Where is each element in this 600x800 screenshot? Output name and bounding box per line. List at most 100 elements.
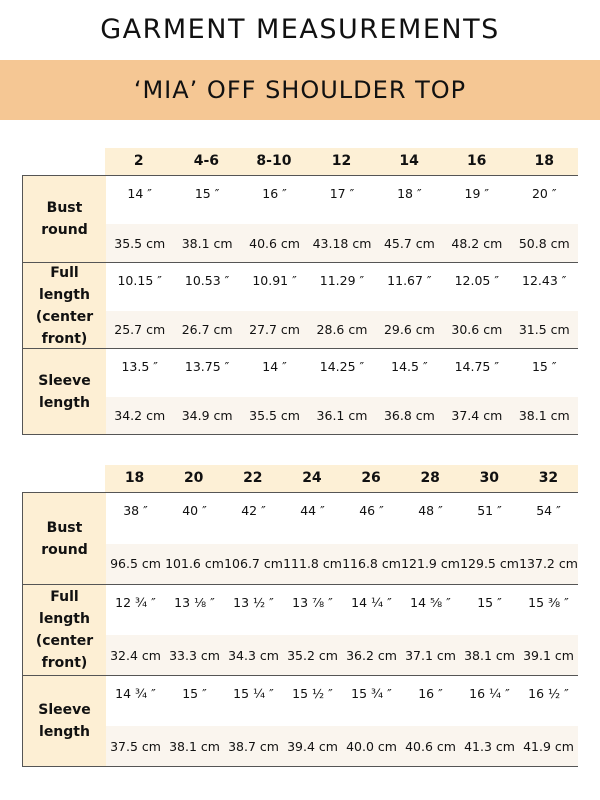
cm-value: 38.1 cm	[518, 407, 570, 423]
inches-value: 16 ¼ ″	[469, 686, 510, 701]
inches-value: 14.75 ″	[454, 359, 500, 374]
cm-value: 30.6 cm	[451, 321, 503, 337]
cm-value: 38.7 cm	[228, 738, 279, 754]
inches-value: 11.29 ″	[319, 273, 365, 288]
cm-value: 37.5 cm	[110, 738, 161, 754]
inches-value: 40 ″	[182, 503, 207, 518]
inches-value: 15 ¾ ″	[351, 686, 392, 701]
cm-value: 36.2 cm	[346, 647, 397, 663]
size-header: 30	[479, 470, 500, 486]
measurement-label: Bust round	[23, 176, 106, 262]
cm-value: 31.5 cm	[518, 321, 570, 337]
inches-value: 16 ½ ″	[528, 686, 569, 701]
measurement-group: Full length (center front) 10.15 ″ 10.53 ″…	[23, 262, 578, 348]
cm-value: 137.2 cm	[519, 556, 578, 572]
inches-value: 51 ″	[477, 503, 502, 518]
size-header: 16	[466, 153, 487, 169]
page-title: GARMENT MEASUREMENTS	[100, 14, 500, 45]
measurement-label: Bust round	[23, 493, 106, 584]
inches-value: 11.67 ″	[387, 273, 432, 288]
size-header: 26	[361, 470, 381, 486]
inches-value: 13 ½ ″	[233, 595, 274, 610]
measurement-rows: 13.5 ″ 13.75 ″ 14 ″ 14.25 ″ 14.5 ″ 14.75 ″ 15 …	[106, 349, 578, 434]
inches-value: 20 ″	[531, 186, 557, 201]
cm-value: 40.6 cm	[405, 738, 456, 754]
cm-value: 37.4 cm	[451, 407, 503, 423]
measurement-group: Full length (center front) 12 ¾ ″ 13 ⅛ ″ 13…	[23, 584, 578, 675]
cm-value: 129.5 cm	[460, 556, 519, 572]
measurement-rows: 14 ¾ ″ 15 ″ 15 ¼ ″ 15 ½ ″ 15 ¾ ″ 16 ″ 16 ¼ ″ 16…	[106, 676, 578, 766]
cm-value: 35.5 cm	[249, 407, 300, 423]
size-header: 24	[302, 470, 322, 486]
size-header: 12	[331, 153, 352, 169]
inches-value: 15 ¼ ″	[233, 686, 274, 701]
inches-value: 14 ¼ ″	[351, 595, 392, 610]
size-header-row: 18 20 22 24 26 28 30 32	[105, 465, 578, 492]
inches-value: 38 ″	[123, 503, 148, 518]
cm-value: 50.8 cm	[518, 235, 570, 251]
cm-value: 40.0 cm	[346, 738, 397, 754]
cm-value: 101.6 cm	[165, 556, 224, 572]
inches-value: 12 ¾ ″	[115, 595, 156, 610]
cm-value: 111.8 cm	[283, 556, 342, 572]
table-body: Bust round 38 ″ 40 ″ 42 ″ 44 ″ 46 ″ 48 ″ 51 ″ 54…	[22, 492, 578, 767]
cm-row: 34.2 cm 34.9 cm 35.5 cm 36.1 cm 36.8 cm 37.4 …	[106, 396, 578, 434]
cm-row: 32.4 cm 33.3 cm 34.3 cm 35.2 cm 36.2 cm 37.1 …	[106, 635, 578, 675]
cm-value: 96.5 cm	[110, 556, 161, 572]
cm-value: 106.7 cm	[224, 556, 283, 572]
cm-value: 36.1 cm	[316, 407, 368, 423]
cm-value: 121.9 cm	[401, 556, 460, 572]
cm-value: 48.2 cm	[451, 235, 503, 251]
inches-value: 13.75 ″	[184, 359, 230, 374]
inches-value: 14 ⅝ ″	[410, 595, 451, 610]
size-header: 28	[420, 470, 440, 486]
size-table-small: 2 4-6 8-10 12 14 16 18 Bust round 14 ″ 15 ″ 16 ″ 17…	[22, 148, 578, 435]
cm-value: 28.6 cm	[316, 321, 368, 337]
cm-value: 27.7 cm	[249, 321, 300, 337]
cm-value: 116.8 cm	[342, 556, 401, 572]
inches-value: 15 ½ ″	[292, 686, 333, 701]
cm-row: 37.5 cm 38.1 cm 38.7 cm 39.4 cm 40.0 cm 40.6 …	[106, 726, 578, 766]
table-body: Bust round 14 ″ 15 ″ 16 ″ 17 ″ 18 ″ 19 ″ 20 ″ 35…	[22, 175, 578, 435]
inches-value: 14 ″	[127, 186, 152, 201]
inches-value: 10.15 ″	[117, 273, 162, 288]
inches-value: 46 ″	[359, 503, 384, 518]
cm-value: 29.6 cm	[383, 321, 435, 337]
inches-row: 12 ¾ ″ 13 ⅛ ″ 13 ½ ″ 13 ⅞ ″ 14 ¼ ″ 14 ⅝ ″ 15 ″…	[106, 585, 578, 635]
cm-value: 35.2 cm	[287, 647, 338, 663]
inches-value: 13.5 ″	[121, 359, 158, 374]
inches-value: 16 ″	[418, 686, 443, 701]
cm-value: 25.7 cm	[114, 321, 166, 337]
inches-value: 54 ″	[536, 503, 561, 518]
size-header: 2	[133, 153, 144, 169]
inches-row: 38 ″ 40 ″ 42 ″ 44 ″ 46 ″ 48 ″ 51 ″ 54 ″	[106, 493, 578, 544]
size-header: 8-10	[256, 153, 292, 169]
inches-row: 10.15 ″ 10.53 ″ 10.91 ″ 11.29 ″ 11.67 ″ 12.05…	[106, 263, 578, 311]
measurement-group: Bust round 14 ″ 15 ″ 16 ″ 17 ″ 18 ″ 19 ″ 20 ″ 35…	[23, 176, 578, 262]
size-header-row: 2 4-6 8-10 12 14 16 18	[105, 148, 578, 175]
inches-row: 13.5 ″ 13.75 ″ 14 ″ 14.25 ″ 14.5 ″ 14.75 ″ 15 …	[106, 349, 578, 397]
measurement-label: Sleeve length	[23, 349, 106, 434]
inches-value: 19 ″	[464, 186, 490, 201]
cm-value: 37.1 cm	[405, 647, 456, 663]
cm-row: 25.7 cm 26.7 cm 27.7 cm 28.6 cm 29.6 cm 30.6 …	[106, 310, 578, 348]
inches-value: 12.05 ″	[454, 273, 500, 288]
size-table-large: 18 20 22 24 26 28 30 32 Bust round 38 ″ 40 ″ 42 ″ 44…	[22, 465, 578, 767]
cm-value: 40.6 cm	[249, 235, 300, 251]
cm-value: 38.1 cm	[181, 235, 233, 251]
size-header: 22	[243, 470, 263, 486]
inches-value: 18 ″	[397, 186, 422, 201]
cm-row: 96.5 cm 101.6 cm 106.7 cm 111.8 cm 116.8 cm 1…	[106, 543, 578, 584]
cm-value: 33.3 cm	[169, 647, 220, 663]
inches-value: 14.5 ″	[391, 359, 428, 374]
cm-value: 34.9 cm	[181, 407, 233, 423]
cm-value: 26.7 cm	[181, 321, 233, 337]
inches-value: 17 ″	[329, 186, 355, 201]
measurement-label: Full length (center front)	[23, 263, 106, 348]
measurement-rows: 38 ″ 40 ″ 42 ″ 44 ″ 46 ″ 48 ″ 51 ″ 54 ″ 96.5 cm 1…	[106, 493, 578, 584]
inches-value: 15 ″	[194, 186, 220, 201]
measurement-group: Sleeve length 13.5 ″ 13.75 ″ 14 ″ 14.25 ″ 14.…	[23, 348, 578, 434]
cm-value: 38.1 cm	[464, 647, 515, 663]
cm-value: 41.9 cm	[523, 738, 574, 754]
inches-value: 13 ⅞ ″	[292, 595, 333, 610]
